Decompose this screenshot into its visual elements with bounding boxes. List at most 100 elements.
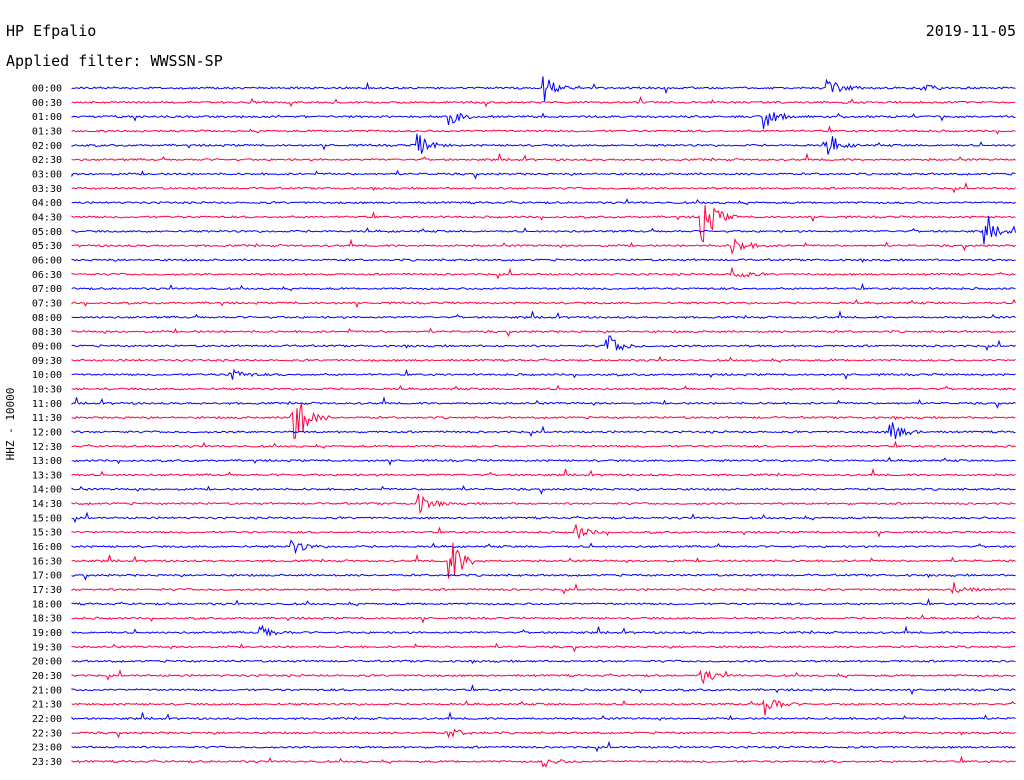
trace-line [71, 456, 1016, 466]
trace-line [71, 384, 1016, 391]
station-title: HP Efpalio [6, 22, 96, 40]
trace-line [71, 624, 1016, 638]
channel-axis-label: HHZ - 10000 [4, 388, 17, 461]
row-time-label: 07:00 [32, 284, 62, 295]
trace-line [71, 216, 1016, 245]
row-time-label: 22:00 [32, 714, 62, 725]
trace-line [71, 440, 1016, 449]
row-time-label: 09:00 [32, 341, 62, 352]
row-time-label: 21:00 [32, 685, 62, 696]
trace-line [71, 298, 1016, 309]
trace-line [71, 266, 1016, 280]
row-time-label: 17:00 [32, 571, 62, 582]
row-time-label: 07:30 [32, 298, 62, 309]
row-time-label: 08:00 [32, 313, 62, 324]
trace-line [71, 614, 1016, 624]
row-time-label: 20:00 [32, 657, 62, 668]
trace-line [71, 258, 1016, 263]
trace-line [71, 335, 1016, 352]
row-time-label: 00:30 [32, 98, 62, 109]
trace-line [71, 484, 1016, 495]
row-time-label: 06:00 [32, 255, 62, 266]
row-time-label: 04:00 [32, 198, 62, 209]
trace-line [71, 493, 1016, 515]
trace-line [71, 205, 1016, 243]
row-time-label: 19:00 [32, 628, 62, 639]
row-time-label: 13:30 [32, 470, 62, 481]
trace-line [71, 395, 1016, 409]
trace-line [71, 133, 1016, 155]
row-time-label: 12:30 [32, 442, 62, 453]
trace-line [71, 524, 1016, 539]
trace-line [71, 76, 1016, 102]
row-time-label: 10:30 [32, 384, 62, 395]
trace-line [71, 740, 1016, 753]
row-time-label: 23:30 [32, 757, 62, 768]
row-time-label: 14:30 [32, 499, 62, 510]
row-time-label: 08:30 [32, 327, 62, 338]
trace-line [71, 169, 1016, 180]
trace-line [71, 728, 1016, 739]
trace-line [71, 368, 1016, 380]
trace-line [71, 181, 1016, 194]
row-time-label: 20:30 [32, 671, 62, 682]
trace-line [71, 598, 1016, 607]
trace-line [71, 573, 1016, 581]
trace-line [71, 422, 1016, 440]
trace-line [71, 755, 1016, 768]
trace-line [71, 582, 1016, 595]
trace-line [71, 198, 1016, 206]
row-time-label: 03:00 [32, 169, 62, 180]
row-time-label: 18:30 [32, 614, 62, 625]
trace-line [71, 152, 1016, 162]
row-time-label: 02:30 [32, 155, 62, 166]
trace-line [71, 402, 1016, 440]
trace-line [71, 669, 1016, 685]
date-label: 2019-11-05 [926, 22, 1016, 40]
trace-line [71, 282, 1016, 292]
trace-line [71, 711, 1016, 721]
row-time-label: 01:00 [32, 112, 62, 123]
row-time-label: 05:00 [32, 227, 62, 238]
trace-line [71, 355, 1016, 363]
trace-line [71, 95, 1016, 108]
row-time-label: 02:00 [32, 141, 62, 152]
row-time-label: 11:00 [32, 399, 62, 410]
row-time-label: 21:30 [32, 700, 62, 711]
row-time-label: 16:00 [32, 542, 62, 553]
trace-line [71, 112, 1016, 129]
row-time-label: 03:30 [32, 184, 62, 195]
row-time-label: 09:30 [32, 356, 62, 367]
row-time-label: 17:30 [32, 585, 62, 596]
trace-line [71, 467, 1016, 477]
row-time-label: 22:30 [32, 728, 62, 739]
row-time-label: 19:30 [32, 642, 62, 653]
trace-rows: 00:00 00:30 01:00 01:30 02:00 02:30 03:00 03:30… [32, 76, 1016, 768]
row-time-label: 05:30 [32, 241, 62, 252]
trace-line [71, 539, 1016, 555]
row-time-label: 15:30 [32, 528, 62, 539]
row-time-label: 00:00 [32, 84, 62, 95]
row-time-label: 13:00 [32, 456, 62, 467]
row-time-label: 18:00 [32, 599, 62, 610]
trace-line [71, 511, 1016, 524]
trace-line [71, 125, 1016, 135]
trace-line [71, 699, 1016, 716]
row-time-label: 15:00 [32, 513, 62, 524]
row-time-label: 23:00 [32, 743, 62, 754]
trace-line [71, 659, 1016, 665]
filter-label: Applied filter: WWSSN-SP [6, 52, 223, 70]
row-time-label: 10:00 [32, 370, 62, 381]
trace-line [71, 327, 1016, 338]
row-time-label: 16:30 [32, 556, 62, 567]
trace-line [71, 542, 1016, 579]
trace-line [71, 237, 1016, 255]
trace-line [71, 642, 1016, 653]
trace-line [71, 683, 1016, 696]
row-time-label: 11:30 [32, 413, 62, 424]
row-time-label: 14:00 [32, 485, 62, 496]
row-time-label: 06:30 [32, 270, 62, 281]
trace-line [71, 309, 1016, 320]
row-time-label: 04:30 [32, 212, 62, 223]
